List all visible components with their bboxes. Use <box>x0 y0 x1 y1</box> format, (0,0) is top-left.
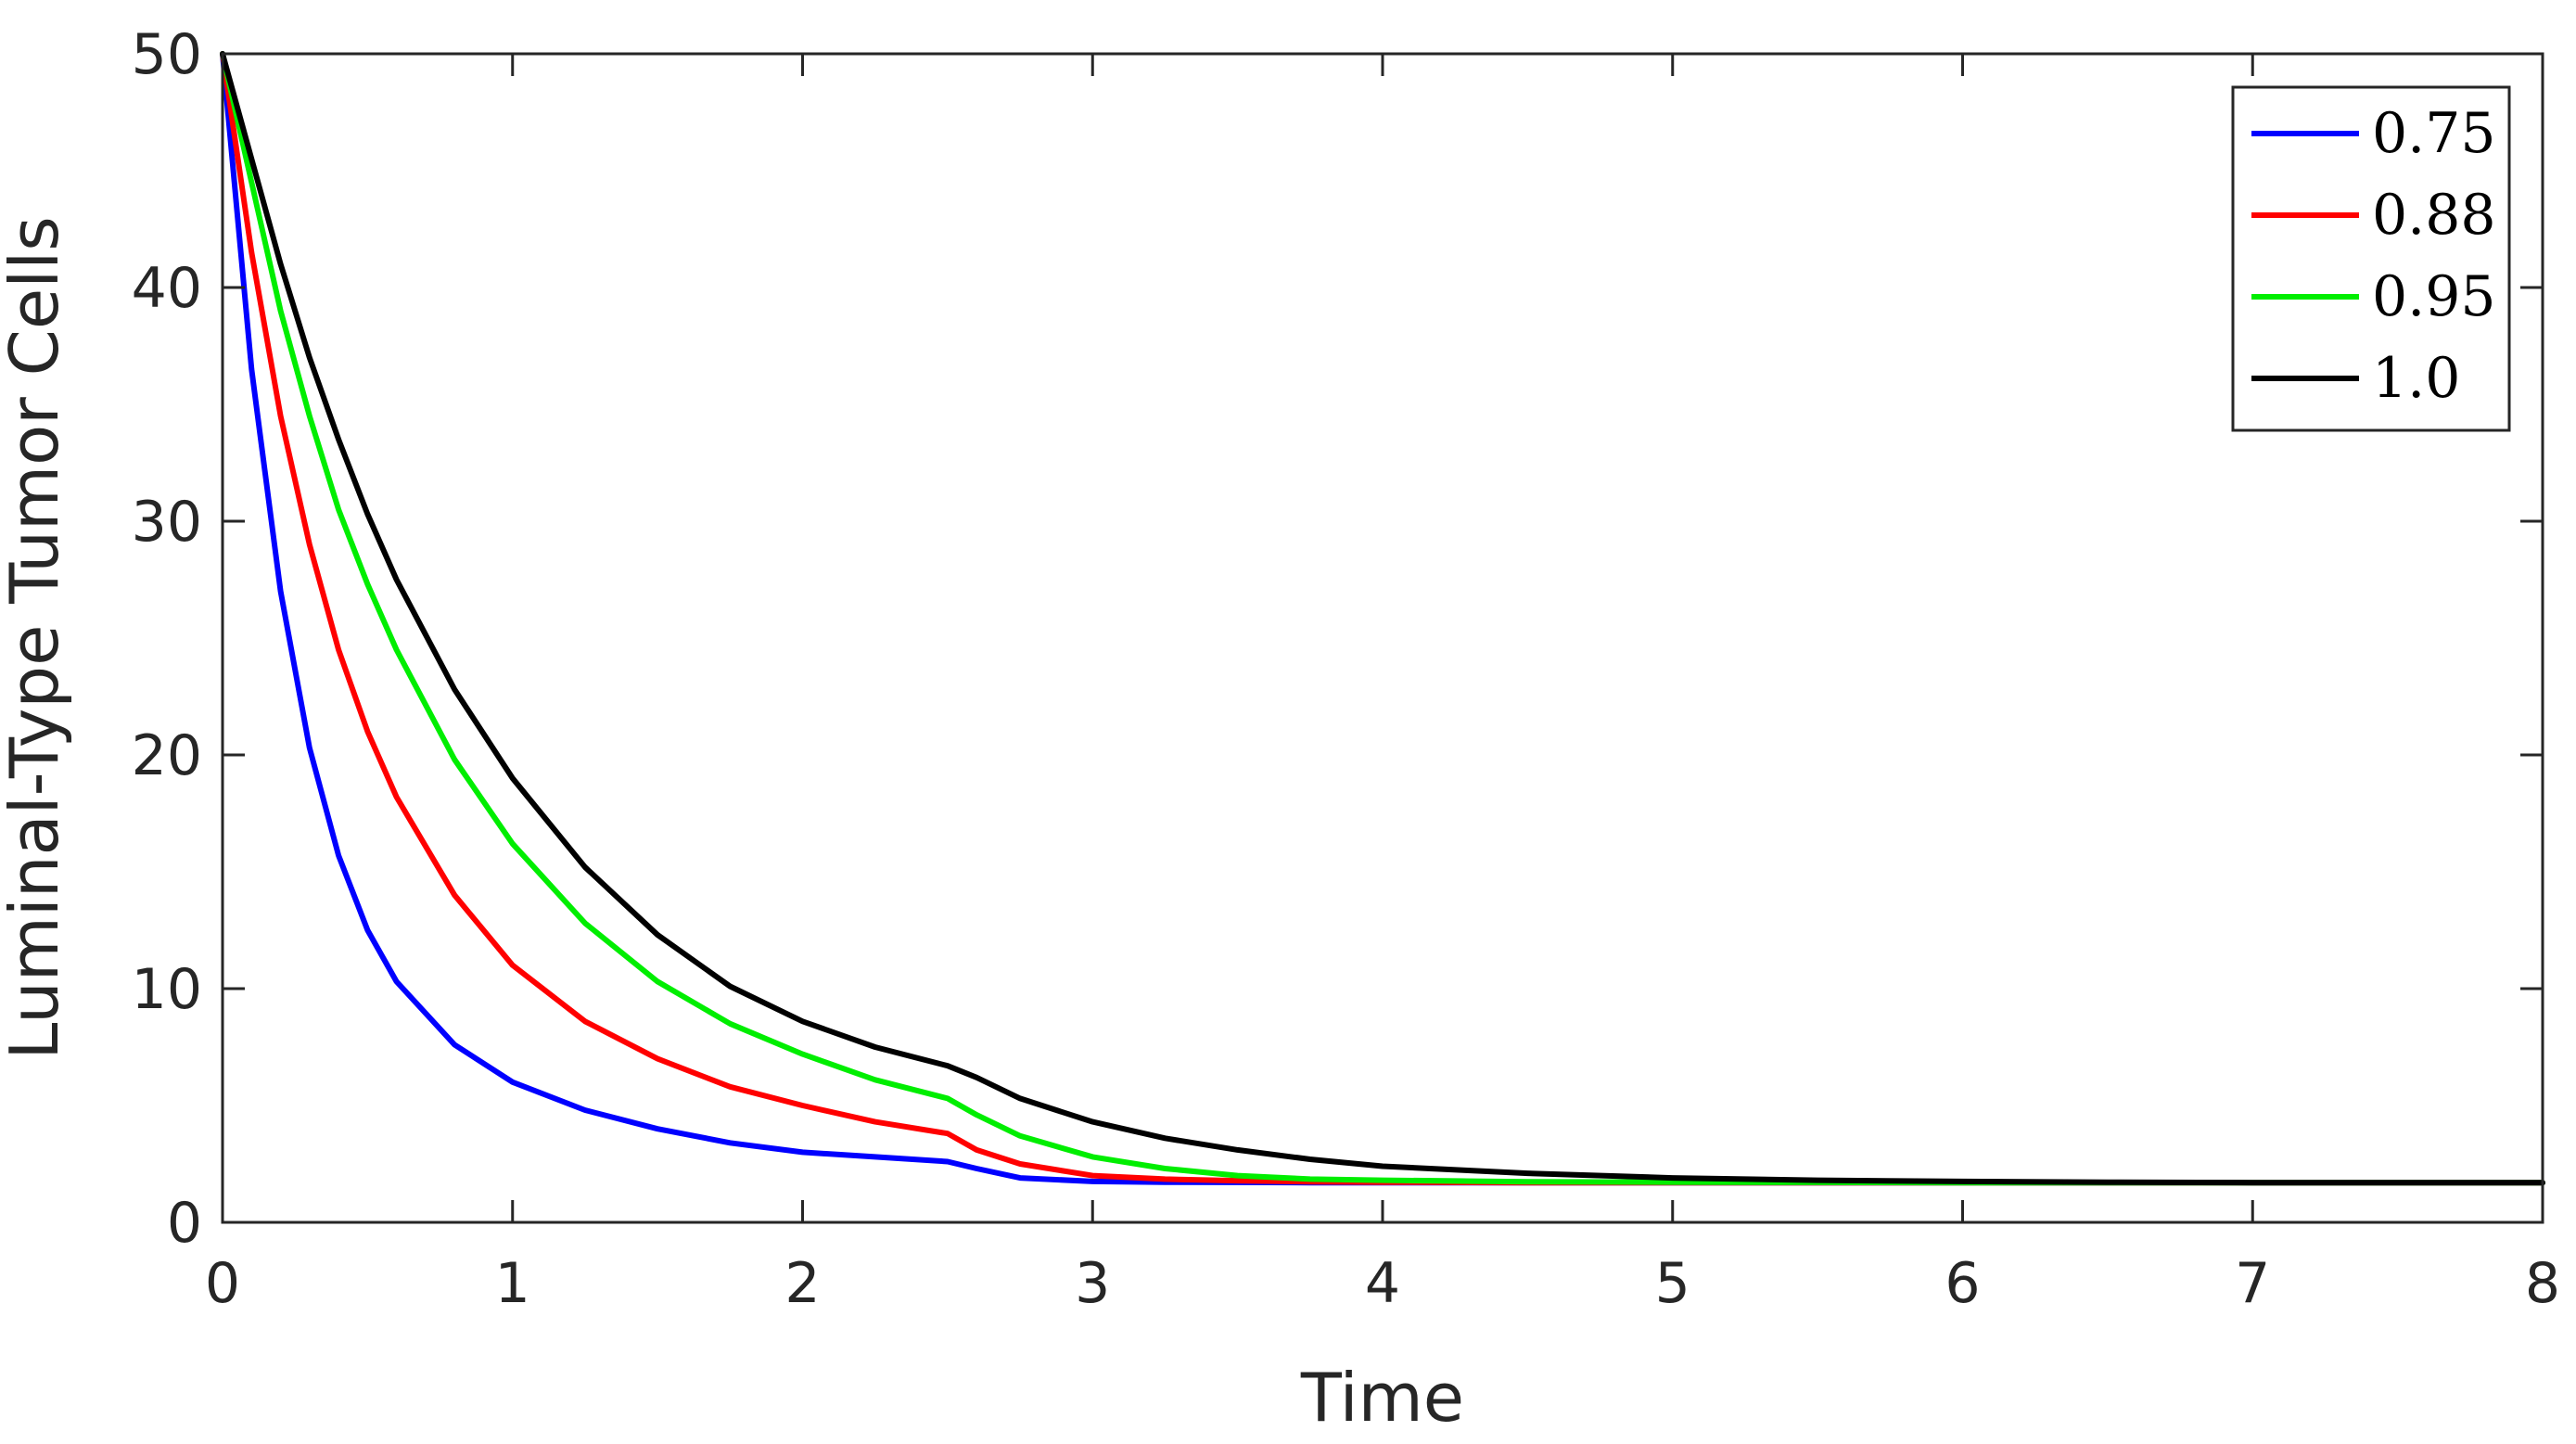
x-tick-label: 4 <box>1365 1251 1400 1316</box>
y-tick-label: 0 <box>167 1191 202 1256</box>
x-tick-label: 0 <box>205 1251 240 1316</box>
x-tick-label: 5 <box>1655 1251 1690 1316</box>
y-axis: 0 10 20 30 40 50 <box>132 22 2543 1256</box>
legend-label: 1.0 <box>2372 346 2460 411</box>
x-tick-label: 8 <box>2525 1251 2560 1316</box>
x-axis: 0 1 2 3 4 5 6 7 8 <box>205 54 2560 1316</box>
y-tick-label: 10 <box>132 957 202 1022</box>
legend-label: 0.95 <box>2372 264 2496 329</box>
x-tick-label: 2 <box>784 1251 820 1316</box>
x-tick-label: 7 <box>2235 1251 2270 1316</box>
plot-lines <box>220 51 2545 1186</box>
x-tick-label: 1 <box>495 1251 530 1316</box>
y-tick-label: 20 <box>132 723 202 788</box>
legend-label: 0.88 <box>2372 183 2496 248</box>
legend-box <box>2231 85 2511 432</box>
series-line-3 <box>220 51 2545 1186</box>
legend: 0.75 0.88 0.95 1.0 <box>2231 85 2511 432</box>
x-axis-label: Time <box>1300 1359 1464 1437</box>
legend-label: 0.75 <box>2372 101 2496 166</box>
y-tick-label: 40 <box>132 256 202 321</box>
x-tick-label: 3 <box>1075 1251 1110 1316</box>
y-tick-label: 50 <box>132 22 202 87</box>
y-tick-label: 30 <box>132 490 202 555</box>
y-axis-label: Luminal-Type Tumor Cells <box>0 216 73 1059</box>
x-tick-label: 6 <box>1945 1251 1980 1316</box>
